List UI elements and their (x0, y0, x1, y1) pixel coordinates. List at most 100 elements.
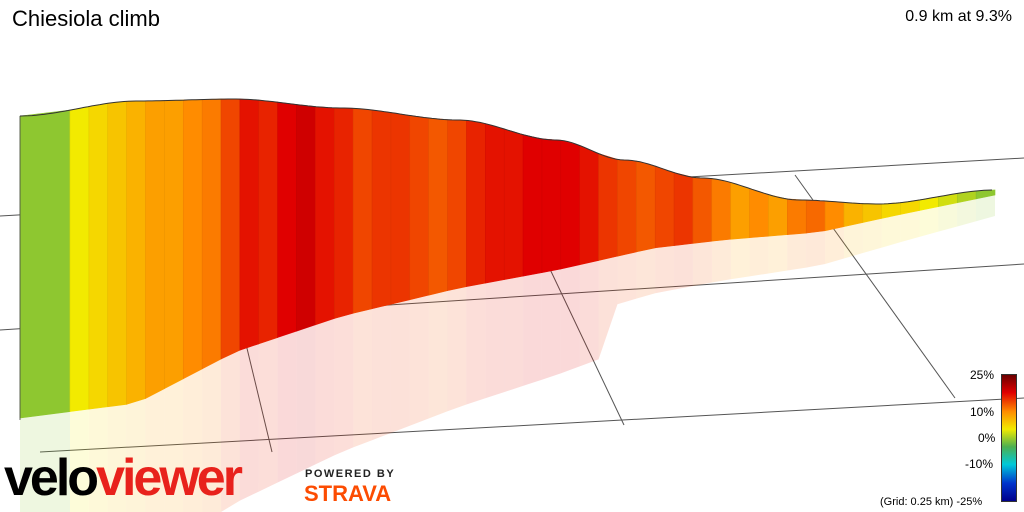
logo-viewer: viewer (96, 449, 243, 507)
profile-segment (107, 100, 127, 408)
profile-shadow-segment (239, 343, 259, 501)
profile-segment (239, 98, 260, 351)
profile-segment (428, 117, 448, 296)
profile-shadow-segment (541, 268, 561, 380)
grid-note: (Grid: 0.25 km) -25% (880, 496, 982, 508)
profile-shadow-segment (711, 239, 731, 283)
profile-shadow-segment (447, 286, 467, 412)
profile-shadow-segment (692, 241, 712, 287)
profile-shadow-segment (258, 337, 278, 492)
profile-shadow-segment (221, 350, 240, 512)
profile-shadow-segment (126, 398, 146, 512)
profile-segment (522, 134, 543, 277)
profile-shadow-segment (768, 234, 788, 274)
profile-segment (579, 145, 599, 266)
profile-segment (352, 107, 373, 314)
profile-segment (485, 123, 505, 284)
grid-line (244, 339, 273, 453)
profile-shadow-segment (598, 256, 618, 360)
profile-segment (447, 119, 467, 292)
profile-shadow-segment (183, 368, 203, 512)
profile-shadow-segment (919, 206, 939, 237)
profile-shadow-segment (674, 243, 693, 290)
profile-segment (69, 106, 90, 412)
profile-segment (371, 109, 392, 310)
profile-segment (88, 102, 109, 410)
profile-segment (182, 99, 203, 380)
profile-segment (19, 109, 71, 419)
profile-shadow-segment (334, 313, 354, 456)
profile-segment (503, 128, 524, 280)
profile-shadow-segment (579, 260, 599, 367)
profile-segment (296, 104, 316, 332)
strava-logo[interactable]: STRAVA (304, 481, 392, 506)
profile-segment (805, 199, 826, 234)
profile-shadow-segment (390, 299, 410, 433)
profile-segment (843, 202, 864, 228)
profile-segment (201, 98, 222, 370)
profile-shadow-segment (806, 230, 826, 268)
legend-label-min: -25% (956, 496, 983, 508)
profile-shadow-segment (749, 236, 769, 277)
profile-segment (560, 139, 580, 270)
profile-shadow-segment (372, 304, 391, 441)
profile-segment (258, 99, 278, 345)
profile-segment (541, 138, 562, 274)
profile-segment (466, 119, 486, 287)
legend-label-max: 25% (970, 368, 995, 382)
profile-segment (692, 176, 713, 244)
profile-shadow-segment (202, 359, 222, 512)
profile-shadow-segment (296, 324, 316, 474)
profile-segment (730, 182, 750, 240)
profile-segment (164, 99, 184, 390)
profile-shadow-segment (655, 245, 675, 294)
profile-shadow-segment (843, 222, 863, 259)
profile-shadow-segment (957, 198, 977, 227)
profile-shadow-segment (20, 411, 70, 512)
profile-segment (711, 178, 732, 242)
legend-label-0: 0% (978, 431, 996, 445)
profile-shadow-segment (409, 295, 429, 426)
profile-segment (390, 112, 411, 305)
grid-line (39, 397, 1024, 453)
profile-segments (19, 98, 996, 420)
profile-segment (617, 159, 637, 257)
logo-velo: velo (4, 449, 99, 507)
grid-line (547, 264, 625, 426)
profile-shadow (20, 195, 995, 512)
profile-segment (409, 115, 429, 301)
profile-segment (787, 198, 807, 235)
profile-segment (673, 172, 694, 246)
profile-segment (145, 100, 165, 400)
profile-segment (749, 188, 769, 239)
profile-segment (636, 160, 656, 253)
profile-shadow-segment (617, 251, 637, 305)
profile-shadow-segment (428, 290, 448, 419)
profile-shadow-segment (466, 283, 486, 405)
profile-shadow-segment (881, 214, 901, 248)
profile-segment (315, 106, 335, 326)
profile-shadow-segment (88, 406, 108, 512)
grid-note-text: (Grid: 0.25 km) (880, 496, 954, 508)
profile-shadow-segment (145, 388, 165, 512)
profile-shadow-segment (315, 318, 335, 465)
profile-segment (126, 100, 146, 405)
profile-shadow-segment (900, 210, 920, 243)
legend-label-10: 10% (970, 405, 995, 419)
profile-shadow-segment (787, 233, 807, 271)
profile-shadow-segment (107, 404, 127, 512)
profile-shadow-segment (353, 308, 373, 448)
veloviewer-logo[interactable]: veloviewer (4, 449, 243, 507)
profile-segment (654, 165, 675, 249)
profile-shadow-segment (523, 272, 542, 386)
profile-shadow-segment (862, 218, 882, 254)
profile-shadow-segment (560, 264, 580, 374)
climb-title: Chiesiola climb (12, 6, 160, 31)
profile-shadow-segment (825, 226, 844, 264)
profile-shadow-segment (504, 276, 524, 393)
legend-label-minus10: -10% (965, 457, 994, 471)
profile-shadow-segment (485, 279, 505, 399)
profile-shadow-segment (976, 195, 995, 222)
powered-by-label: POWERED BY (305, 468, 396, 480)
